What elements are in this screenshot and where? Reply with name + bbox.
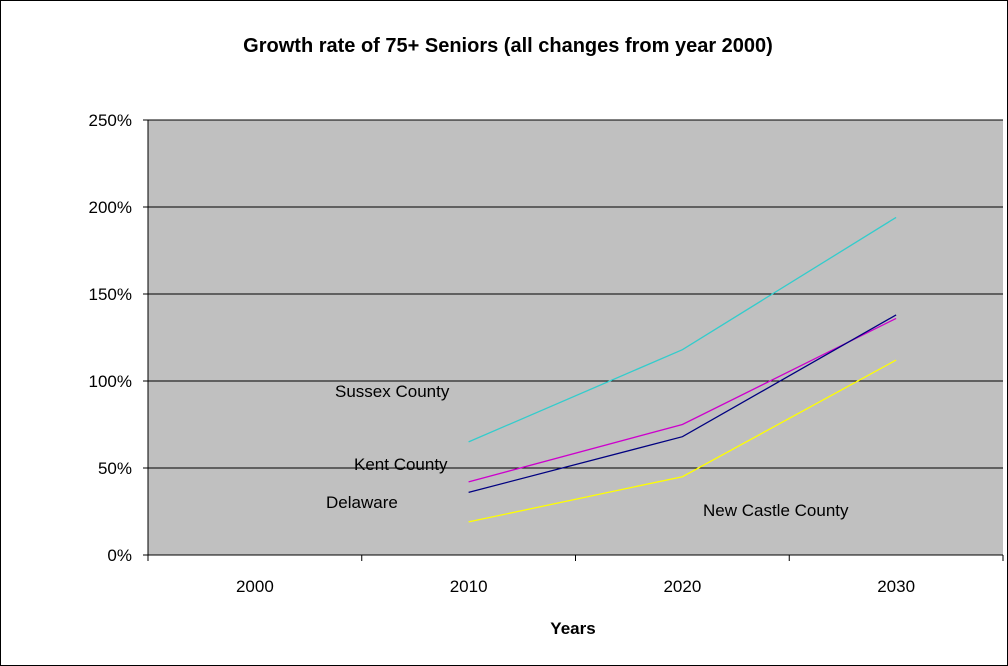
label-new-castle-county: New Castle County [703, 501, 849, 520]
label-sussex-county: Sussex County [335, 382, 450, 401]
y-tick-label: 250% [89, 111, 132, 130]
x-axis-label: Years [550, 619, 595, 638]
label-kent-county: Kent County [354, 455, 448, 474]
y-tick-label: 0% [107, 546, 132, 565]
chart-title: Growth rate of 75+ Seniors (all changes … [243, 35, 773, 57]
x-tick-label: 2030 [877, 577, 915, 596]
y-tick-label: 150% [89, 285, 132, 304]
x-tick-label: 2020 [663, 577, 701, 596]
x-tick-label: 2010 [450, 577, 488, 596]
y-tick-label: 50% [98, 459, 132, 478]
x-tick-label: 2000 [236, 577, 274, 596]
plot-area [148, 120, 1003, 555]
label-delaware: Delaware [326, 493, 398, 512]
y-tick-label: 200% [89, 198, 132, 217]
y-tick-label: 100% [89, 372, 132, 391]
